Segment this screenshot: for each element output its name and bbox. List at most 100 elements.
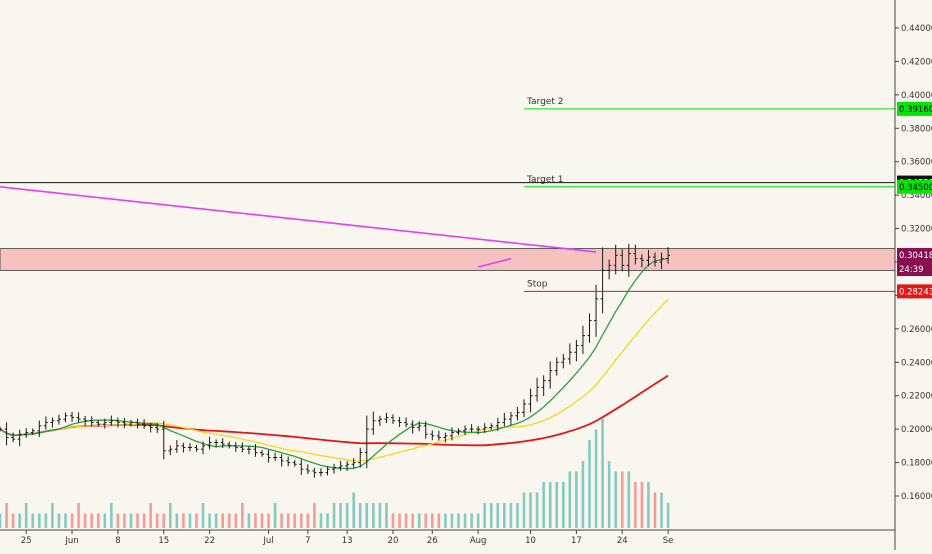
price-bar[interactable] xyxy=(227,441,232,449)
price-bar[interactable] xyxy=(371,411,376,435)
price-bar[interactable] xyxy=(469,424,474,433)
price-bar[interactable] xyxy=(220,438,225,448)
price-bar[interactable] xyxy=(351,458,356,469)
price-bar[interactable] xyxy=(423,421,428,439)
price-bar[interactable] xyxy=(384,412,389,423)
price-bar[interactable] xyxy=(502,412,507,427)
price-bar[interactable] xyxy=(201,441,206,455)
price-bar[interactable] xyxy=(129,419,133,427)
price-bar[interactable] xyxy=(37,420,42,437)
price-bar[interactable] xyxy=(574,339,579,362)
price-bar[interactable] xyxy=(417,421,422,432)
price-bar[interactable] xyxy=(666,247,671,264)
price-bar[interactable] xyxy=(279,454,284,467)
price-bar[interactable] xyxy=(24,428,29,438)
price-bar[interactable] xyxy=(299,459,304,475)
price-bar[interactable] xyxy=(345,461,350,471)
price-bar[interactable] xyxy=(541,375,546,396)
price-bar[interactable] xyxy=(122,418,127,428)
triangle-lower-line[interactable] xyxy=(477,257,512,268)
price-bar[interactable] xyxy=(489,423,494,430)
price-bar[interactable] xyxy=(50,417,55,428)
price-bar[interactable] xyxy=(495,417,500,432)
price-bar[interactable] xyxy=(11,432,16,443)
price-bar[interactable] xyxy=(148,422,153,433)
price-bar[interactable] xyxy=(135,418,140,429)
price-bar[interactable] xyxy=(391,414,395,424)
price-bar[interactable] xyxy=(600,247,605,314)
price-bar[interactable] xyxy=(233,442,238,452)
price-bar[interactable] xyxy=(305,464,310,475)
price-bar[interactable] xyxy=(567,343,572,365)
price-bar[interactable] xyxy=(613,244,618,275)
price-bar[interactable] xyxy=(207,436,212,450)
price-bar[interactable] xyxy=(240,442,245,453)
price-bar[interactable] xyxy=(580,325,585,354)
price-bar[interactable] xyxy=(187,443,192,452)
price-bar[interactable] xyxy=(260,450,264,457)
price-bar[interactable] xyxy=(456,428,461,435)
price-bar[interactable] xyxy=(56,414,61,425)
price-bar[interactable] xyxy=(63,412,68,423)
price-bar[interactable] xyxy=(83,415,88,426)
price-bar[interactable] xyxy=(607,259,612,280)
price-bar[interactable] xyxy=(482,423,487,433)
price-bar[interactable] xyxy=(410,420,415,434)
price-bar[interactable] xyxy=(332,463,337,474)
price-bar[interactable] xyxy=(561,353,566,369)
price-bar[interactable] xyxy=(522,399,526,418)
price-bar[interactable] xyxy=(312,467,317,478)
price-bar[interactable] xyxy=(463,425,468,436)
price-bar[interactable] xyxy=(109,415,114,426)
price-bar[interactable] xyxy=(430,430,435,441)
price-bar[interactable] xyxy=(318,468,323,477)
price-bar[interactable] xyxy=(168,445,173,456)
price-bar[interactable] xyxy=(508,411,513,426)
price-bar[interactable] xyxy=(246,446,251,455)
price-bar[interactable] xyxy=(325,466,330,476)
price-bar[interactable] xyxy=(358,447,363,468)
price-bar[interactable] xyxy=(89,416,94,427)
price-bar[interactable] xyxy=(620,249,625,272)
price-bar[interactable] xyxy=(214,439,219,448)
price-bar[interactable] xyxy=(30,428,35,435)
price-bar[interactable] xyxy=(76,412,81,423)
price-bar[interactable] xyxy=(266,449,271,463)
price-bar[interactable] xyxy=(535,377,540,402)
price-bar[interactable] xyxy=(633,244,638,265)
price-bar[interactable] xyxy=(161,420,166,460)
price-bar[interactable] xyxy=(476,426,481,435)
price-bar[interactable] xyxy=(142,419,147,429)
price-bar[interactable] xyxy=(4,422,9,446)
price-bar[interactable] xyxy=(253,444,258,457)
price-bar[interactable] xyxy=(659,252,664,270)
price-bar[interactable] xyxy=(338,460,343,471)
price-bar[interactable] xyxy=(273,452,278,461)
price-bar[interactable] xyxy=(70,411,75,422)
price-bar[interactable] xyxy=(174,440,179,453)
price-bar[interactable] xyxy=(115,417,120,428)
price-bar[interactable] xyxy=(286,456,291,467)
price-bar[interactable] xyxy=(0,426,2,432)
price-bar[interactable] xyxy=(554,357,559,376)
price-bar[interactable] xyxy=(515,406,520,421)
price-bar[interactable] xyxy=(102,418,107,429)
price-bar[interactable] xyxy=(194,445,199,452)
price-bar[interactable] xyxy=(155,423,160,433)
price-bar[interactable] xyxy=(96,419,101,427)
price-bar[interactable] xyxy=(587,313,592,343)
price-bar[interactable] xyxy=(449,427,454,441)
price-bar[interactable] xyxy=(626,243,631,277)
price-bar[interactable] xyxy=(364,415,369,469)
price-bar[interactable] xyxy=(639,254,644,268)
price-bar[interactable] xyxy=(404,417,409,428)
price-bar[interactable] xyxy=(43,416,48,430)
descending-trendline[interactable] xyxy=(0,185,597,253)
price-bar[interactable] xyxy=(548,361,553,389)
price-bar[interactable] xyxy=(443,432,448,443)
price-bar[interactable] xyxy=(377,415,382,426)
price-bar[interactable] xyxy=(528,388,533,413)
price-bar[interactable] xyxy=(292,460,297,467)
price-bar[interactable] xyxy=(594,284,599,337)
